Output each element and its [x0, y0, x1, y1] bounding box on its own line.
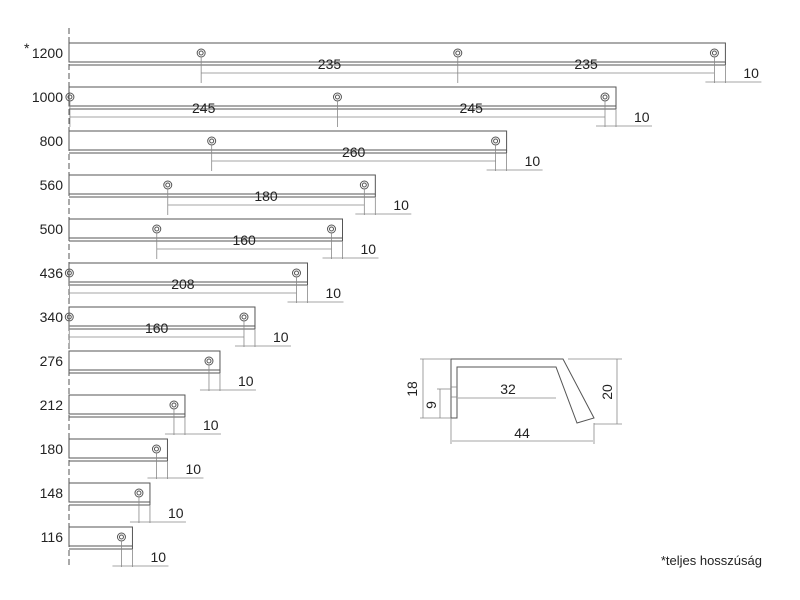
screw-hole	[196, 48, 206, 58]
row-length-label: 1000	[32, 89, 63, 105]
handle-bar	[68, 86, 617, 107]
screw-hole-inner	[118, 534, 124, 540]
end-offset-label: 10	[238, 373, 254, 389]
row-length-label: 1200	[32, 45, 63, 61]
end-offset-label: 10	[273, 329, 289, 345]
screw-hole	[239, 312, 249, 322]
profile-total-width-label: 44	[514, 425, 530, 441]
screw-hole-inner	[602, 94, 608, 100]
screw-hole	[291, 268, 301, 278]
screw-hole	[600, 92, 610, 102]
screw-hole	[116, 532, 126, 542]
handle-bar	[68, 42, 726, 63]
screw-hole-inner	[334, 94, 340, 100]
screw-hole	[491, 136, 501, 146]
row-length-label: 500	[40, 221, 64, 237]
screw-hole-inner	[67, 94, 73, 100]
hole-spacing-label: 235	[574, 56, 598, 72]
end-offset-label: 10	[634, 109, 650, 125]
end-offset-label: 10	[393, 197, 409, 213]
screw-hole	[327, 224, 336, 234]
screw-hole-inner	[198, 50, 204, 56]
hole-spacing-label: 235	[318, 56, 342, 72]
asterisk-mark: *	[24, 40, 30, 56]
screw-hole-inner	[241, 314, 247, 320]
hole-spacing-label: 180	[254, 188, 278, 204]
screw-hole-inner	[136, 490, 142, 496]
handle-bar	[68, 350, 221, 371]
hole-spacing-label: 160	[145, 320, 169, 336]
row-length-label: 212	[40, 397, 64, 413]
hole-spacing-label: 208	[171, 276, 195, 292]
screw-hole	[359, 180, 369, 190]
screw-hole	[169, 400, 179, 410]
end-offset-label: 10	[185, 461, 201, 477]
row-length-label: 148	[40, 485, 64, 501]
end-offset-label: 10	[743, 65, 759, 81]
row-length-label: 340	[40, 309, 64, 325]
end-offset-label: 10	[168, 505, 184, 521]
hole-spacing-label: 260	[342, 144, 366, 160]
handle-bar	[68, 130, 508, 151]
profile-hole-height-label: 9	[423, 401, 439, 409]
screw-hole-inner	[711, 50, 717, 56]
screw-hole-inner	[154, 226, 160, 232]
handle-bar	[68, 526, 133, 547]
end-offset-label: 10	[325, 285, 341, 301]
screw-hole	[65, 92, 75, 102]
end-offset-label: 10	[361, 241, 377, 257]
handle-bar	[68, 174, 376, 195]
profile-inner-width-label: 32	[500, 381, 516, 397]
screw-hole-inner	[293, 270, 299, 276]
screw-hole-inner	[153, 446, 159, 452]
screw-hole-inner	[165, 182, 171, 188]
row-length-label: 560	[40, 177, 64, 193]
screw-hole-inner	[361, 182, 367, 188]
footnote: *teljes hosszúság	[661, 553, 762, 568]
handle-bar	[68, 218, 343, 239]
screw-hole-inner	[209, 138, 215, 144]
screw-hole-inner	[171, 402, 177, 408]
handle-bar	[68, 394, 186, 415]
handle-bar	[68, 482, 151, 503]
row-length-label: 180	[40, 441, 64, 457]
row-length-label: 116	[41, 529, 64, 545]
row-length-label: 276	[40, 353, 64, 369]
hole-spacing-label: 160	[232, 232, 256, 248]
screw-hole	[453, 48, 463, 58]
hole-spacing-label: 245	[192, 100, 216, 116]
screw-hole-inner	[66, 270, 72, 276]
screw-hole-inner	[455, 50, 461, 56]
screw-hole	[204, 356, 214, 366]
screw-hole	[134, 488, 144, 498]
hole-spacing-label: 245	[460, 100, 484, 116]
screw-hole	[151, 444, 161, 454]
screw-hole	[207, 136, 217, 146]
row-length-label: 436	[40, 265, 64, 281]
handle-bar	[68, 306, 256, 327]
screw-hole	[152, 224, 162, 234]
screw-hole-inner	[206, 358, 212, 364]
screw-hole	[163, 180, 173, 190]
end-offset-label: 10	[150, 549, 166, 565]
end-offset-label: 10	[525, 153, 541, 169]
screw-hole-inner	[493, 138, 499, 144]
screw-hole	[332, 92, 342, 102]
handle-bar	[68, 438, 168, 459]
row-length-label: 800	[40, 133, 64, 149]
screw-hole-inner	[66, 314, 72, 320]
screw-hole-inner	[329, 226, 334, 232]
profile-lip-height-label: 20	[599, 384, 615, 400]
end-offset-label: 10	[203, 417, 219, 433]
profile-cross-section: 18 9 32 44 20	[404, 358, 622, 444]
profile-height-label: 18	[404, 381, 420, 397]
screw-hole	[709, 48, 719, 58]
handle-bar	[68, 262, 308, 283]
